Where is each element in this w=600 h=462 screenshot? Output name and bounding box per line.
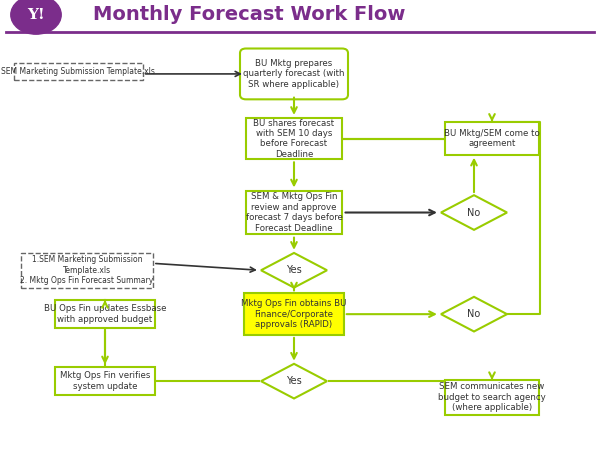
Text: BU Mktg prepares
quarterly forecast (with
SR where applicable): BU Mktg prepares quarterly forecast (wit… (243, 59, 345, 89)
Text: BU shares forecast
with SEM 10 days
before Forecast
Deadline: BU shares forecast with SEM 10 days befo… (253, 118, 335, 159)
Polygon shape (441, 297, 507, 332)
Text: Mktg Ops Fin verifies
system update: Mktg Ops Fin verifies system update (60, 371, 150, 391)
FancyBboxPatch shape (445, 380, 539, 415)
FancyBboxPatch shape (245, 293, 343, 335)
Text: Mktg Ops Fin obtains BU
Finance/Corporate
approvals (RAPID): Mktg Ops Fin obtains BU Finance/Corporat… (241, 299, 347, 329)
Polygon shape (261, 364, 327, 398)
FancyBboxPatch shape (246, 190, 342, 234)
FancyBboxPatch shape (240, 49, 348, 99)
FancyBboxPatch shape (55, 367, 155, 395)
Polygon shape (261, 253, 327, 287)
FancyBboxPatch shape (55, 300, 155, 328)
FancyBboxPatch shape (21, 253, 153, 287)
Text: Y!: Y! (27, 8, 45, 22)
Text: 1.SEM Marketing Submission
Template.xls
2. Mktg Ops Fin Forecast Summary: 1.SEM Marketing Submission Template.xls … (20, 255, 154, 285)
FancyBboxPatch shape (445, 122, 539, 155)
Text: Monthly Forecast Work Flow: Monthly Forecast Work Flow (93, 5, 406, 24)
Text: No: No (467, 207, 481, 218)
Text: Yes: Yes (286, 376, 302, 386)
FancyBboxPatch shape (14, 63, 143, 80)
Text: BU Mktg/SEM come to
agreement: BU Mktg/SEM come to agreement (444, 129, 540, 148)
Text: No: No (467, 309, 481, 319)
FancyBboxPatch shape (246, 118, 342, 159)
Text: Yes: Yes (286, 265, 302, 275)
Circle shape (11, 0, 61, 34)
Text: SEM Marketing Submission Template.xls: SEM Marketing Submission Template.xls (1, 67, 155, 76)
Text: BU Ops Fin updates Essbase
with approved budget: BU Ops Fin updates Essbase with approved… (44, 304, 166, 324)
Text: SEM communicates new
budget to search agency
(where applicable): SEM communicates new budget to search ag… (438, 383, 546, 412)
Polygon shape (441, 195, 507, 230)
Text: SEM & Mktg Ops Fin
review and approve
forecast 7 days before
Forecast Deadline: SEM & Mktg Ops Fin review and approve fo… (245, 192, 343, 233)
